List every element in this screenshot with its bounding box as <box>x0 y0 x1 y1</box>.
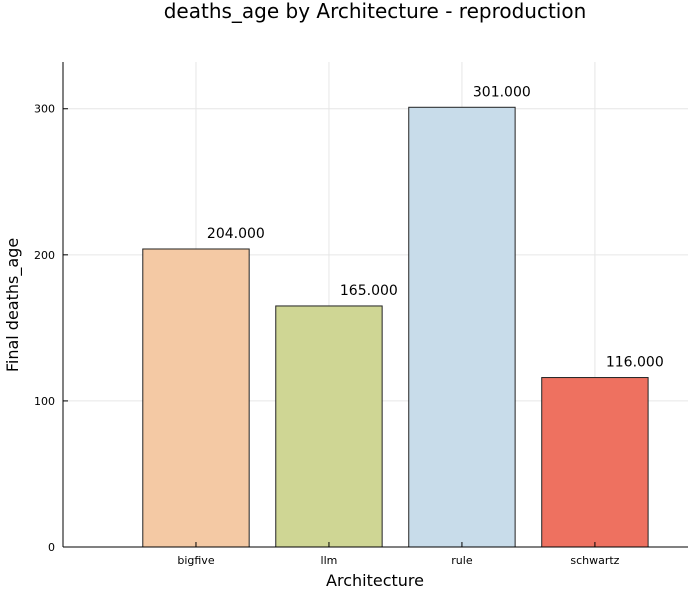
y-tick-labels: 0 100 200 300 <box>34 103 55 554</box>
bar-schwartz <box>541 377 649 548</box>
bars <box>142 106 649 548</box>
x-tick-label-rule: rule <box>451 554 473 567</box>
x-tick-label-llm: llm <box>321 554 338 567</box>
bar-bigfive <box>142 248 250 548</box>
y-tick-label: 300 <box>34 103 55 116</box>
x-tick-label-schwartz: schwartz <box>570 554 619 567</box>
y-tick-label: 100 <box>34 395 55 408</box>
value-label-schwartz: 116.000 <box>606 355 664 371</box>
x-tick-label-bigfive: bigfive <box>177 554 214 567</box>
y-tick-label: 200 <box>34 249 55 262</box>
x-tick-labels: bigfive llm rule schwartz <box>177 554 619 567</box>
chart-title: deaths_age by Architecture - reproductio… <box>164 0 587 23</box>
axes <box>62 62 688 548</box>
value-labels: 204.000 165.000 301.000 116.000 <box>207 84 664 370</box>
y-tick-label: 0 <box>48 541 55 554</box>
y-axis-label: Final deaths_age <box>3 238 23 372</box>
value-label-bigfive: 204.000 <box>207 226 265 242</box>
bar-llm <box>275 305 383 548</box>
value-label-rule: 301.000 <box>473 84 531 100</box>
x-axis-label: Architecture <box>326 571 424 590</box>
value-label-llm: 165.000 <box>340 283 398 299</box>
bar-rule <box>408 106 516 548</box>
